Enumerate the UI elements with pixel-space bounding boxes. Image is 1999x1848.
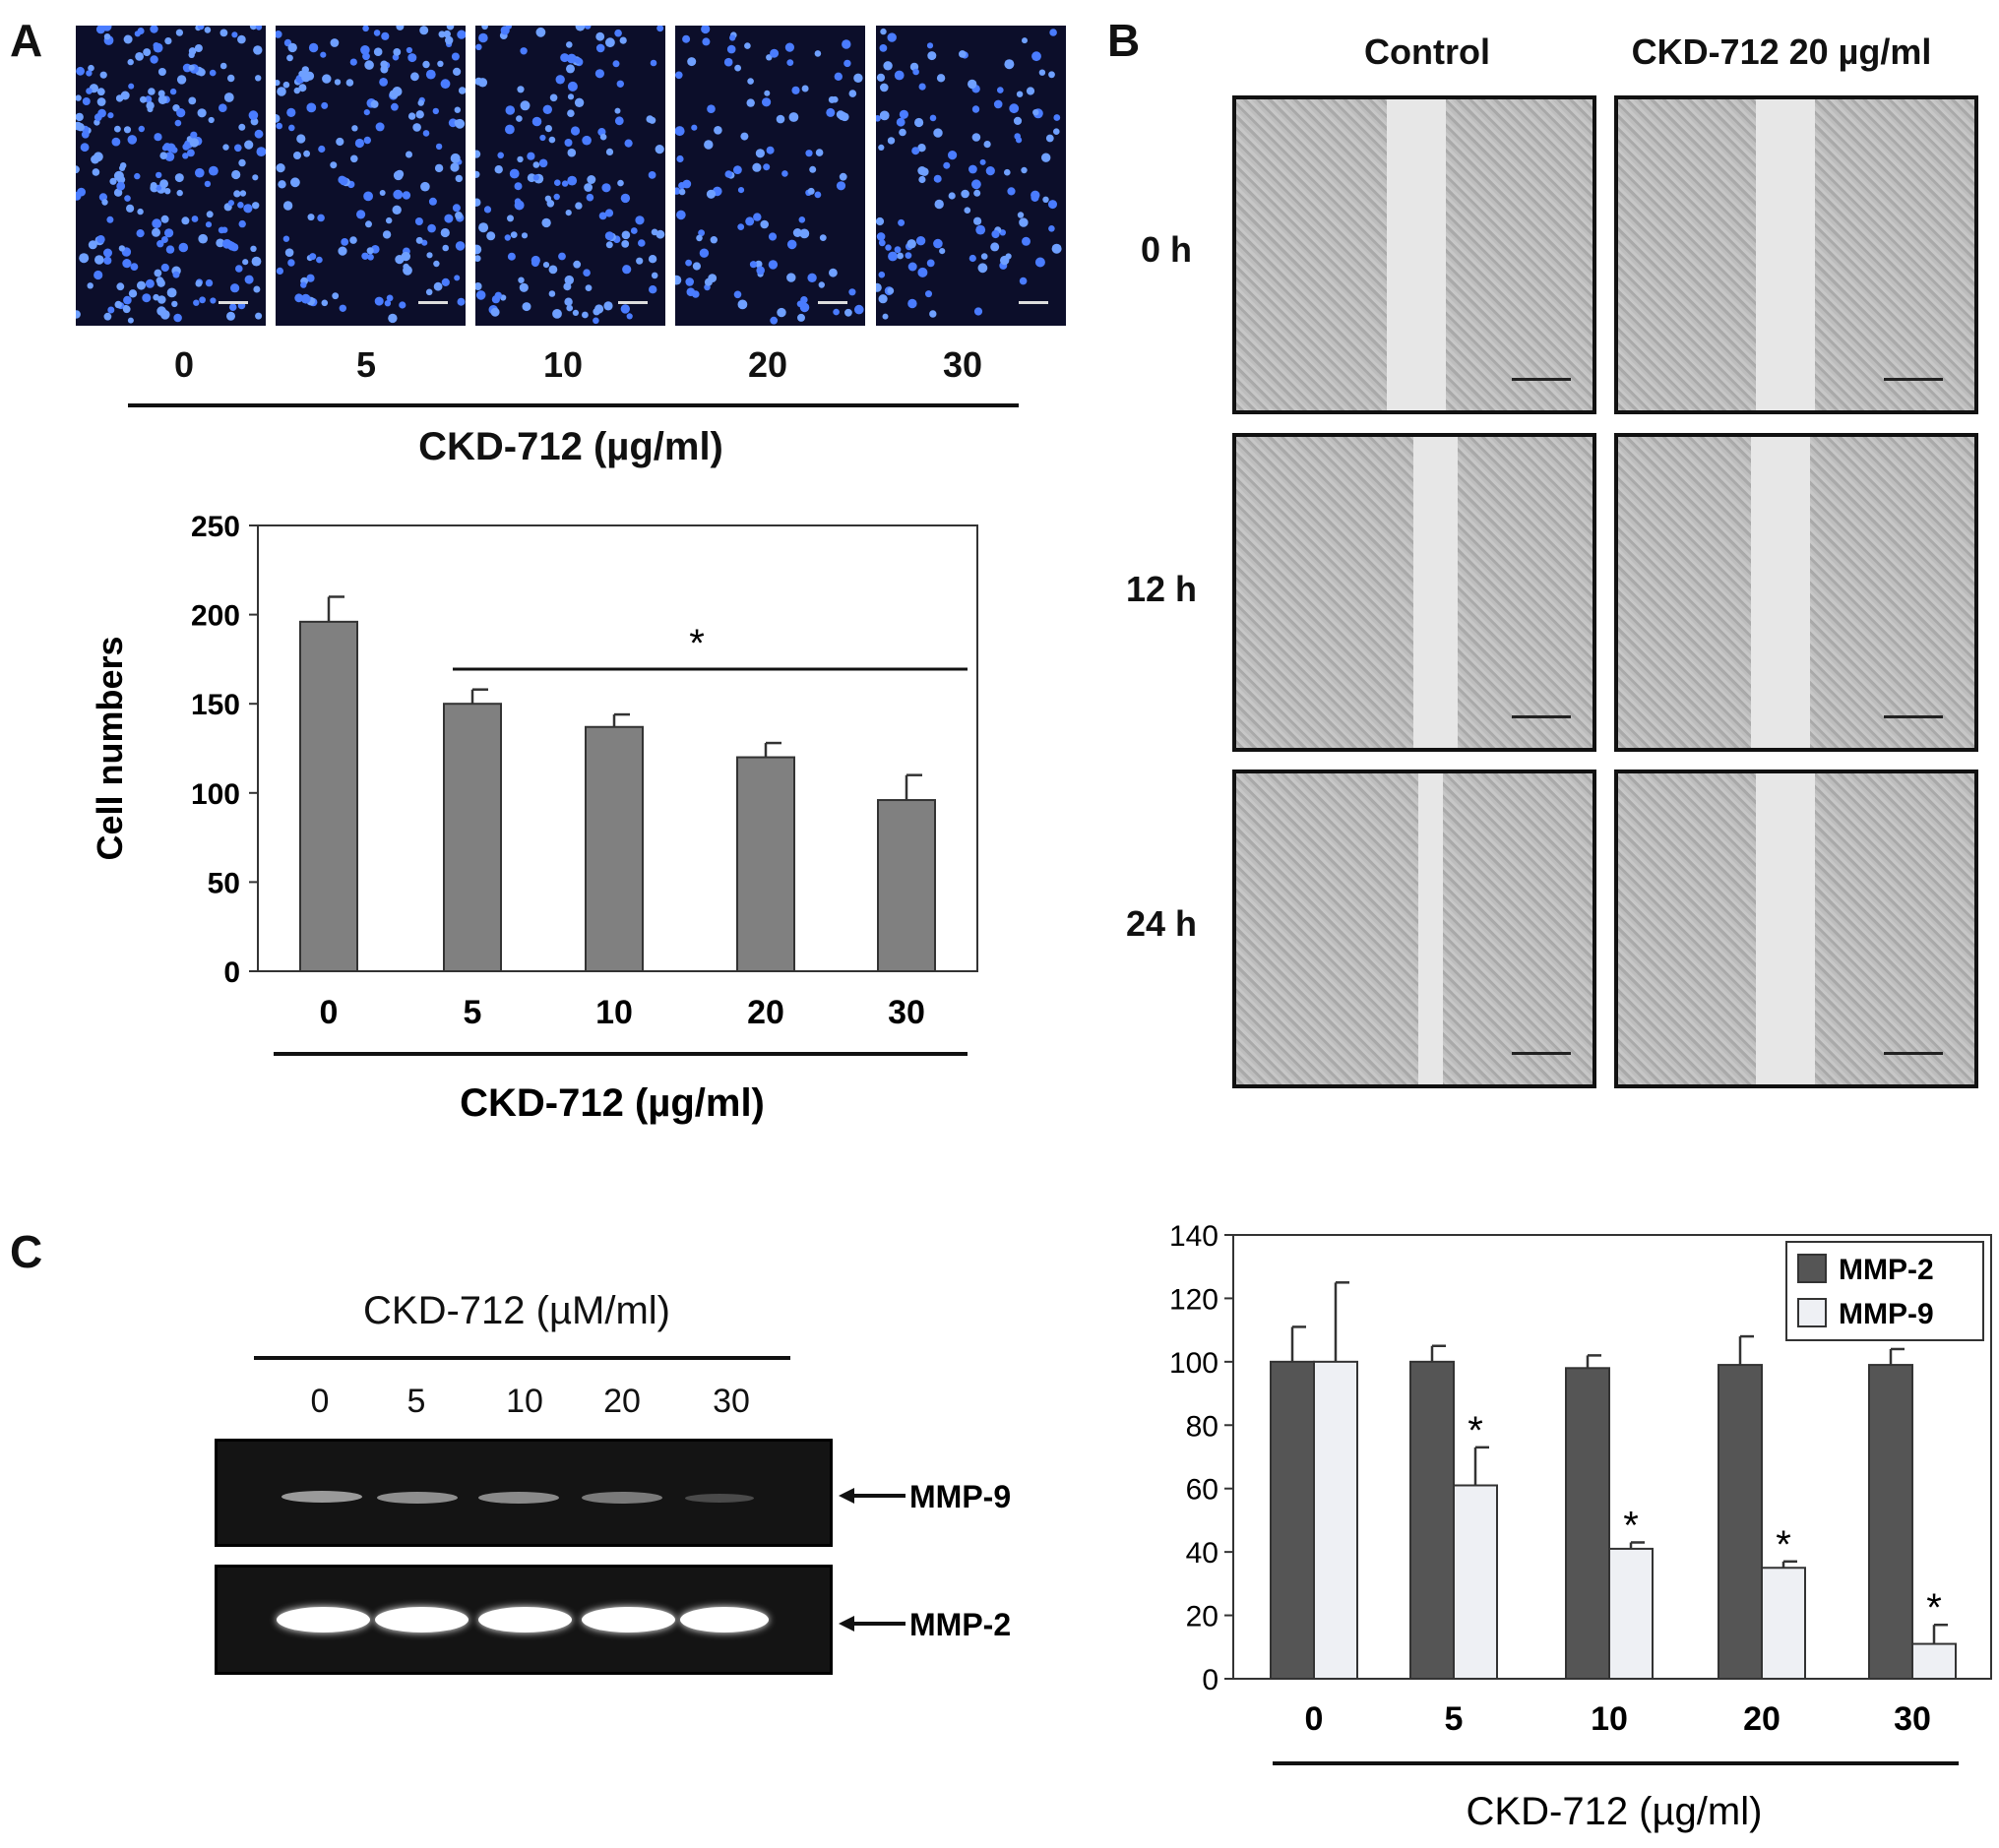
bar-mmp-9-20 <box>1761 1567 1806 1680</box>
x-axis-label: CKD-712 (µg/ml) <box>1467 1790 1763 1833</box>
y-tick-label: 40 <box>1186 1537 1218 1570</box>
x-tick-label: 20 <box>747 994 784 1031</box>
arrow-mmp2 <box>839 1616 906 1632</box>
bar-0 <box>299 620 358 973</box>
bar-mmp-2-10 <box>1565 1367 1610 1681</box>
micrograph-label-30: 30 <box>942 344 983 385</box>
lane-label-10: 10 <box>506 1383 543 1420</box>
nuclei-micrograph-5 <box>271 22 467 326</box>
y-tick-label: 250 <box>191 511 240 543</box>
panel-c-bar-chart: 0 20 40 60 80 100 120 140 * * * * 0 5 10 20 30 CKD-712 (µ… <box>1169 1220 1992 1833</box>
panel-a-micrograph-axis-line <box>128 403 1019 407</box>
x-axis-label: CKD-712 (µg/ml) <box>460 1081 765 1125</box>
micrograph-label-5: 5 <box>355 344 377 385</box>
y-tick-label: 80 <box>1186 1410 1218 1443</box>
y-tick-label: 50 <box>208 867 240 899</box>
legend-swatch-mmp-2 <box>1797 1254 1827 1283</box>
x-tick-label: 20 <box>1743 1700 1780 1738</box>
panel-b-row-label-12h: 12 h <box>1125 569 1198 609</box>
scratch-image-ckd-0h <box>1614 95 1978 414</box>
panel-a-micrograph-xlabel: CKD-712 (µg/ml) <box>418 425 723 468</box>
bar-10 <box>585 725 644 972</box>
arrow-mmp9 <box>839 1488 906 1504</box>
legend-swatch-mmp-9 <box>1797 1298 1827 1327</box>
panel-c-letter: C <box>10 1226 43 1277</box>
y-tick-label: 150 <box>191 689 240 721</box>
gel-band-arrows: MMP-9 MMP-2 <box>839 1479 1011 1642</box>
panel-b-row-label-24h: 24 h <box>1125 903 1198 944</box>
lane-label-30: 30 <box>713 1383 750 1420</box>
gel-mmp9 <box>215 1439 833 1547</box>
x-tick-label: 5 <box>1445 1700 1464 1738</box>
x-tick-label: 0 <box>1305 1700 1324 1738</box>
y-tick-label: 0 <box>223 956 240 989</box>
scratch-image-ckd-12h <box>1614 433 1978 752</box>
label-mmp2: MMP-2 <box>909 1607 1011 1642</box>
bar-mmp-2-5 <box>1409 1360 1455 1680</box>
bar-mmp-9-30 <box>1911 1642 1957 1681</box>
y-tick-label: 100 <box>191 778 240 811</box>
nuclei-micrograph-10 <box>471 21 665 326</box>
panel-c-gel-header: CKD-712 (µM/ml) <box>363 1289 670 1332</box>
y-tick-label: 200 <box>191 600 240 633</box>
x-tick-label: 10 <box>595 994 633 1031</box>
x-tick-label: 0 <box>320 994 339 1031</box>
x-tick-label: 30 <box>1894 1700 1931 1738</box>
y-tick-label: 140 <box>1169 1220 1218 1253</box>
bar-mmp-2-0 <box>1270 1360 1315 1680</box>
significance-asterisk: * <box>689 622 705 665</box>
gel-mmp2 <box>215 1565 833 1675</box>
legend-label-mmp-9: MMP-9 <box>1839 1298 1934 1330</box>
significance-asterisk: * <box>1776 1523 1791 1567</box>
panel-b-row-label-0h: 0 h <box>1140 229 1192 270</box>
scratch-image-control-0h <box>1232 95 1596 414</box>
lane-label-20: 20 <box>603 1383 641 1420</box>
bar-mmp-2-30 <box>1868 1364 1913 1680</box>
y-tick-label: 20 <box>1186 1601 1218 1633</box>
bar-mmp-2-20 <box>1718 1364 1763 1680</box>
micrograph-label-0: 0 <box>173 344 195 385</box>
significance-asterisk: * <box>1926 1586 1942 1630</box>
lane-label-0: 0 <box>310 1383 330 1420</box>
scratch-image-ckd-24h <box>1614 770 1978 1088</box>
y-tick-label: 0 <box>1202 1664 1218 1696</box>
micrograph-label-10: 10 <box>542 344 584 385</box>
panel-b-header-ckd: CKD-712 20 µg/ml <box>1631 31 1932 72</box>
bar-mmp-9-5 <box>1453 1484 1498 1680</box>
bar-mmp-9-10 <box>1608 1547 1654 1680</box>
panel-a-bar-chart: 0 50 100 150 200 250 Cell numbers 0 5 10 20 30 * CKD-… <box>90 511 978 1125</box>
bar-30 <box>877 799 936 972</box>
y-tick-label: 120 <box>1169 1283 1218 1316</box>
legend-label-mmp-2: MMP-2 <box>1839 1254 1934 1286</box>
panel-a-letter: A <box>10 15 43 66</box>
x-tick-label: 30 <box>888 994 925 1031</box>
y-tick-label: 60 <box>1186 1474 1218 1507</box>
scratch-image-control-12h <box>1232 433 1596 752</box>
label-mmp9: MMP-9 <box>909 1479 1011 1514</box>
x-tick-label: 10 <box>1591 1700 1628 1738</box>
significance-asterisk: * <box>1623 1504 1639 1547</box>
nuclei-micrograph-0 <box>72 22 267 326</box>
significance-asterisk: * <box>1468 1409 1483 1452</box>
panel-b-header-control: Control <box>1364 31 1490 72</box>
scratch-image-control-24h <box>1232 770 1596 1088</box>
bar-mmp-9-0 <box>1313 1360 1358 1680</box>
bar-5 <box>443 703 502 972</box>
micrograph-label-20: 20 <box>747 344 788 385</box>
panel-c-gel-header-line <box>254 1356 790 1360</box>
x-tick-label: 5 <box>464 994 482 1031</box>
panel-b-letter: B <box>1107 15 1141 66</box>
nuclei-micrograph-30 <box>872 26 1066 326</box>
lane-label-5: 5 <box>406 1383 426 1420</box>
bar-20 <box>736 756 795 972</box>
y-axis-label: Cell numbers <box>90 636 130 860</box>
y-tick-label: 100 <box>1169 1347 1218 1380</box>
nuclei-micrograph-20 <box>671 24 865 326</box>
